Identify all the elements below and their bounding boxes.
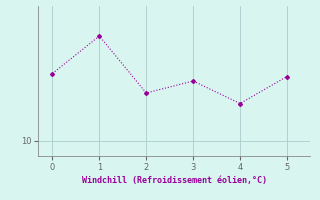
X-axis label: Windchill (Refroidissement éolien,°C): Windchill (Refroidissement éolien,°C) — [82, 176, 267, 185]
